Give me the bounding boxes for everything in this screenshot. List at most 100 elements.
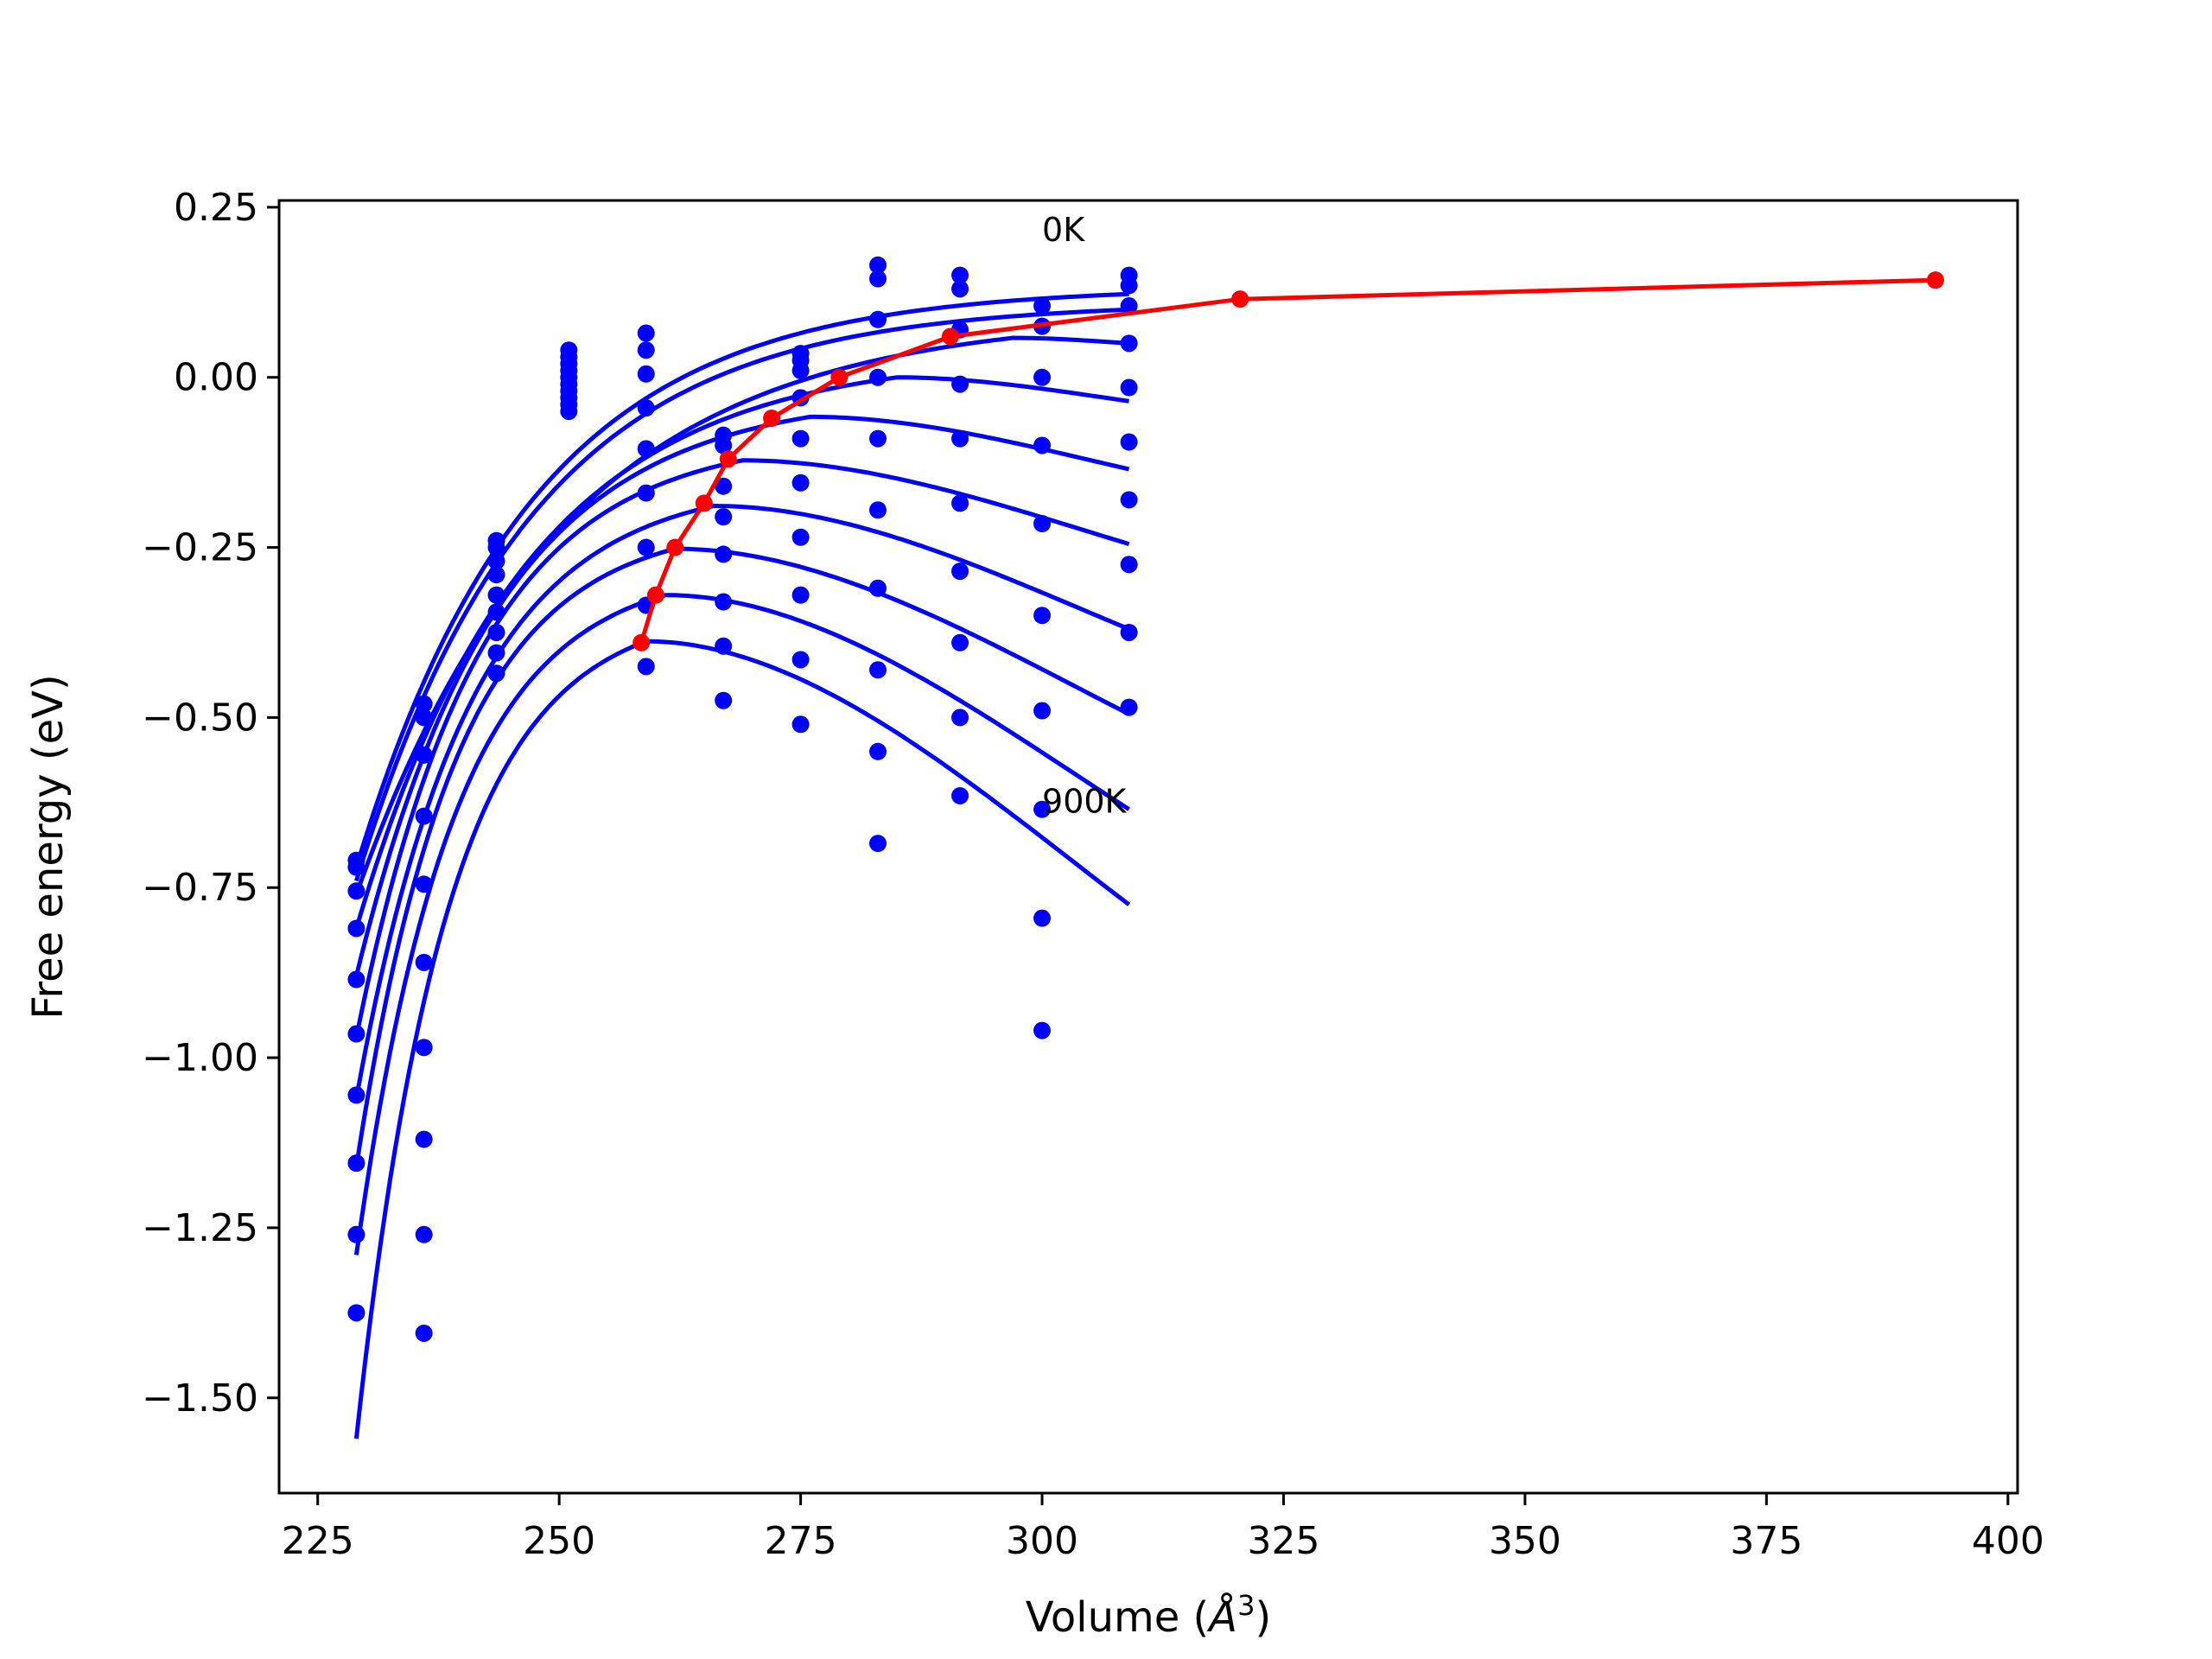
data-point	[791, 528, 810, 546]
minima-point	[1926, 271, 1944, 289]
data-point	[415, 807, 433, 825]
x-tick-label: 350	[1489, 1519, 1561, 1563]
minima-point	[695, 494, 713, 512]
fit-curve-8	[353, 593, 1130, 1255]
fit-curve-6	[353, 503, 1130, 1099]
fit-curve-9	[353, 639, 1131, 1440]
data-point	[791, 715, 810, 734]
x-tick-label: 300	[1006, 1519, 1078, 1563]
data-point	[1120, 491, 1138, 509]
y-tick-label: 0.00	[174, 356, 258, 400]
minima-point	[646, 586, 664, 604]
data-point	[560, 403, 578, 421]
data-point	[951, 709, 969, 727]
data-point	[347, 1086, 365, 1104]
data-point	[951, 633, 969, 652]
annotation-label: 0K	[1042, 211, 1085, 249]
data-point	[869, 501, 887, 519]
data-point	[487, 603, 505, 621]
data-point	[951, 280, 969, 298]
data-point	[347, 858, 365, 876]
data-point	[1033, 909, 1052, 927]
data-point	[415, 1130, 433, 1148]
data-point	[869, 835, 887, 853]
data-point	[1120, 378, 1138, 397]
minima-point	[666, 538, 684, 556]
fit-curve-3	[354, 375, 1129, 930]
data-point	[347, 970, 365, 988]
y-tick-label: −1.00	[142, 1036, 258, 1080]
data-point	[487, 538, 505, 556]
data-point	[1033, 368, 1052, 386]
fit-curves	[353, 291, 1131, 1440]
x-axis-label-unit: Å	[1206, 1592, 1237, 1642]
data-point	[347, 919, 365, 938]
annotation-label: 900K	[1042, 783, 1128, 821]
y-tick-label: −1.25	[142, 1206, 258, 1250]
y-axis-label: Free energy (eV)	[24, 674, 73, 1019]
data-point	[869, 270, 887, 288]
data-point	[637, 324, 655, 342]
y-tick-label: −0.75	[142, 866, 258, 910]
data-point	[951, 375, 969, 393]
minima-point	[941, 327, 959, 346]
fit-curve-0	[354, 291, 1129, 868]
y-tick-label: 0.25	[174, 186, 258, 230]
data-point	[1033, 702, 1052, 720]
data-points	[347, 256, 1138, 1342]
x-axis-label: Volume (Å3)	[1026, 1589, 1271, 1642]
data-point	[487, 664, 505, 683]
data-point	[415, 746, 433, 764]
data-point	[1033, 515, 1052, 532]
data-point	[487, 623, 505, 641]
data-point	[1120, 556, 1138, 574]
minima-point	[830, 368, 849, 386]
minima-point	[632, 633, 651, 652]
data-point	[869, 661, 887, 679]
data-point	[715, 477, 733, 495]
data-point	[637, 440, 655, 458]
data-point	[487, 552, 505, 570]
data-point	[951, 266, 969, 284]
data-point	[487, 586, 505, 604]
data-point	[869, 368, 887, 386]
data-point	[415, 709, 433, 727]
plot-area	[347, 256, 1944, 1440]
data-point	[637, 365, 655, 383]
x-axis-label-close: )	[1255, 1593, 1271, 1642]
y-tick-label: −1.50	[142, 1376, 258, 1421]
axes-frame	[277, 199, 2019, 1495]
x-tick-label: 325	[1247, 1519, 1319, 1563]
data-point	[637, 658, 655, 676]
data-point	[1033, 436, 1052, 454]
minima-point	[763, 409, 781, 427]
minima-point	[1231, 290, 1249, 308]
x-tick-label: 400	[1972, 1519, 2044, 1563]
x-tick-label: 250	[523, 1519, 595, 1563]
y-tick-label: −0.50	[142, 696, 258, 740]
fit-curve-1	[354, 307, 1129, 882]
data-point	[637, 341, 655, 359]
data-point	[415, 1225, 433, 1243]
data-point	[951, 494, 969, 512]
data-point	[951, 786, 969, 804]
data-point	[715, 436, 733, 454]
minima-line	[632, 271, 1944, 652]
data-point	[637, 538, 655, 556]
data-point	[1033, 800, 1052, 818]
data-point	[715, 545, 733, 563]
y-tick-label: −0.25	[142, 526, 258, 570]
data-point	[415, 1039, 433, 1057]
data-point	[487, 644, 505, 662]
data-point	[791, 651, 810, 669]
data-point	[715, 691, 733, 709]
data-point	[869, 579, 887, 597]
y-axis-ticks: 0.25 0.00 −0.25 −0.50 −0.75 −1.00 −1.25 −1.50	[142, 186, 279, 1421]
data-point	[791, 586, 810, 604]
data-point	[415, 1324, 433, 1342]
x-tick-label: 275	[765, 1519, 837, 1563]
data-point	[951, 563, 969, 581]
data-point	[415, 953, 433, 971]
data-point	[869, 256, 887, 274]
data-point	[1120, 698, 1138, 716]
